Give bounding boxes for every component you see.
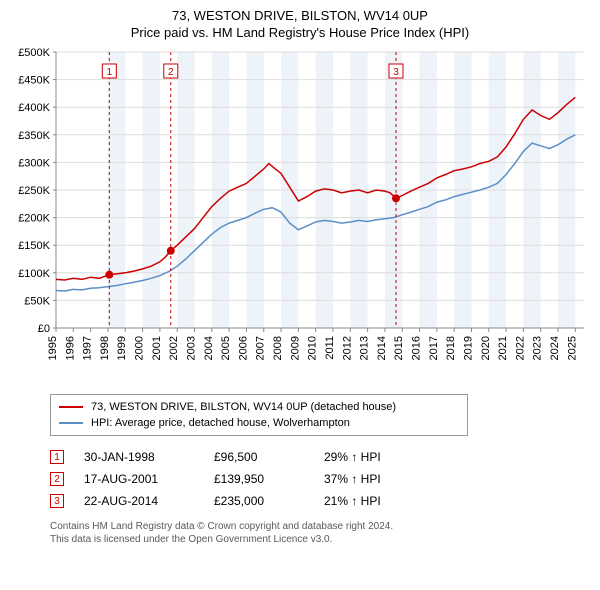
svg-text:2010: 2010	[307, 336, 319, 360]
legend-label: HPI: Average price, detached house, Wolv…	[91, 417, 350, 429]
footer: Contains HM Land Registry data © Crown c…	[50, 520, 570, 546]
sale-event-price: £96,500	[214, 450, 324, 464]
title-address: 73, WESTON DRIVE, BILSTON, WV14 0UP	[10, 8, 590, 23]
svg-text:£300K: £300K	[18, 157, 50, 169]
sale-event-delta: 37% ↑ HPI	[324, 472, 444, 486]
svg-text:£200K: £200K	[18, 213, 50, 225]
svg-text:£450K: £450K	[18, 75, 50, 87]
svg-text:2021: 2021	[497, 336, 509, 360]
svg-text:1998: 1998	[99, 336, 111, 360]
title-block: 73, WESTON DRIVE, BILSTON, WV14 0UP Pric…	[10, 8, 590, 40]
sale-event-row: 2 17-AUG-2001£139,95037% ↑ HPI	[50, 468, 570, 490]
svg-text:£400K: £400K	[18, 102, 50, 114]
svg-text:2008: 2008	[272, 336, 284, 360]
svg-text:2018: 2018	[445, 336, 457, 360]
legend-row: 73, WESTON DRIVE, BILSTON, WV14 0UP (det…	[59, 399, 459, 415]
svg-text:£0: £0	[38, 323, 50, 335]
footer-line2: This data is licensed under the Open Gov…	[50, 533, 570, 546]
svg-text:£350K: £350K	[18, 130, 50, 142]
svg-text:2014: 2014	[376, 336, 388, 360]
sale-event-marker: 3	[50, 494, 64, 508]
svg-text:1: 1	[107, 67, 113, 78]
sale-event-date: 30-JAN-1998	[84, 450, 214, 464]
sale-event-row: 3 22-AUG-2014£235,00021% ↑ HPI	[50, 490, 570, 512]
svg-text:2003: 2003	[185, 336, 197, 360]
sale-event-price: £235,000	[214, 494, 324, 508]
svg-text:1995: 1995	[47, 336, 59, 360]
title-subtitle: Price paid vs. HM Land Registry's House …	[10, 25, 590, 40]
svg-text:2006: 2006	[237, 336, 249, 360]
svg-text:2007: 2007	[255, 336, 267, 360]
legend-row: HPI: Average price, detached house, Wolv…	[59, 415, 459, 431]
sale-event-date: 17-AUG-2001	[84, 472, 214, 486]
svg-text:£150K: £150K	[18, 240, 50, 252]
svg-text:2011: 2011	[324, 336, 336, 360]
sale-event-delta: 21% ↑ HPI	[324, 494, 444, 508]
legend: 73, WESTON DRIVE, BILSTON, WV14 0UP (det…	[50, 394, 468, 436]
svg-text:3: 3	[393, 67, 399, 78]
svg-text:1999: 1999	[116, 336, 128, 360]
svg-text:£50K: £50K	[24, 295, 50, 307]
svg-text:2020: 2020	[480, 336, 492, 360]
svg-text:2004: 2004	[203, 336, 215, 360]
svg-text:2001: 2001	[151, 336, 163, 360]
svg-text:2009: 2009	[289, 336, 301, 360]
legend-swatch	[59, 422, 83, 424]
svg-text:2025: 2025	[566, 336, 578, 360]
sale-event-marker: 2	[50, 472, 64, 486]
svg-text:£100K: £100K	[18, 268, 50, 280]
svg-text:2024: 2024	[549, 336, 561, 360]
page-container: 73, WESTON DRIVE, BILSTON, WV14 0UP Pric…	[0, 0, 600, 590]
sale-events-table: 1 30-JAN-1998£96,50029% ↑ HPI 2 17-AUG-2001…	[50, 446, 570, 512]
sale-event-row: 1 30-JAN-1998£96,50029% ↑ HPI	[50, 446, 570, 468]
svg-text:2005: 2005	[220, 336, 232, 360]
svg-text:2023: 2023	[532, 336, 544, 360]
svg-text:2012: 2012	[341, 336, 353, 360]
sale-event-price: £139,950	[214, 472, 324, 486]
svg-text:2017: 2017	[428, 336, 440, 360]
chart: £0 £50K £100K £150K £200K £250K £300K £350K £400…	[10, 46, 590, 386]
svg-text:2: 2	[168, 67, 174, 78]
legend-swatch	[59, 406, 83, 408]
sale-event-date: 22-AUG-2014	[84, 494, 214, 508]
footer-line1: Contains HM Land Registry data © Crown c…	[50, 520, 570, 533]
legend-label: 73, WESTON DRIVE, BILSTON, WV14 0UP (det…	[91, 401, 396, 413]
sale-event-delta: 29% ↑ HPI	[324, 450, 444, 464]
svg-text:2000: 2000	[134, 336, 146, 360]
svg-text:2016: 2016	[411, 336, 423, 360]
sale-event-marker: 1	[50, 450, 64, 464]
chart-svg: £0 £50K £100K £150K £200K £250K £300K £350K £400…	[10, 46, 590, 386]
svg-text:£250K: £250K	[18, 185, 50, 197]
svg-text:1996: 1996	[64, 336, 76, 360]
svg-text:2019: 2019	[462, 336, 474, 360]
svg-text:2015: 2015	[393, 336, 405, 360]
svg-text:1997: 1997	[82, 336, 94, 360]
svg-text:2002: 2002	[168, 336, 180, 360]
svg-text:2013: 2013	[359, 336, 371, 360]
svg-text:£500K: £500K	[18, 47, 50, 59]
svg-text:2022: 2022	[514, 336, 526, 360]
